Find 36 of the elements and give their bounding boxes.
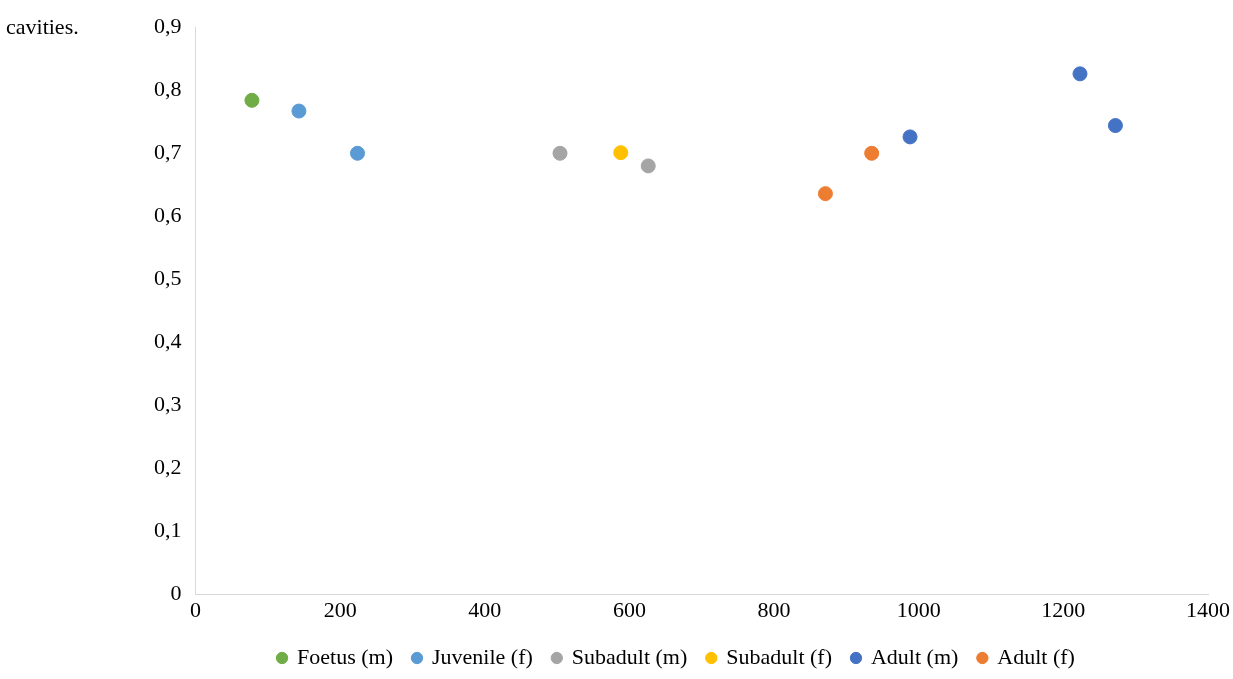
x-tick-label: 400 xyxy=(468,596,502,622)
point xyxy=(1072,66,1088,82)
legend-label: Adult (f) xyxy=(997,643,1075,669)
text: cavities. xyxy=(6,14,79,40)
x-tick-label: 200 xyxy=(323,596,357,622)
legend-label: Subadult (m) xyxy=(571,643,688,669)
point xyxy=(864,145,880,161)
point xyxy=(640,158,656,174)
point xyxy=(902,129,918,145)
y-tick-label: 0 xyxy=(170,580,182,606)
point xyxy=(244,92,260,108)
point xyxy=(350,145,365,161)
y-tick-label: 0,3 xyxy=(154,391,182,417)
x-tick-label: 1000 xyxy=(896,596,941,622)
y-tick-label: 0,2 xyxy=(154,454,182,480)
y-tick-label: 0,6 xyxy=(154,202,182,228)
point xyxy=(1107,118,1123,134)
legend-label: Adult (m) xyxy=(870,643,959,669)
legend-label: Subadult (f) xyxy=(726,643,832,669)
x-tick-label: 0 xyxy=(190,596,201,622)
y-tick-label: 0,4 xyxy=(154,328,182,354)
x-tick-label: 600 xyxy=(612,596,646,622)
y-tick-label: 0,9 xyxy=(154,12,182,38)
y-tick-label: 0,1 xyxy=(154,517,182,543)
x-tick-label: 1400 xyxy=(1186,596,1230,622)
point xyxy=(291,103,307,119)
x-tick-label: 1200 xyxy=(1041,596,1086,622)
x-tick-label: 800 xyxy=(757,596,791,622)
point xyxy=(552,145,568,161)
point xyxy=(817,186,833,202)
y-tick-label: 0,5 xyxy=(154,265,182,291)
y-tick-label: 0,8 xyxy=(154,76,182,102)
y-tick-label: 0,7 xyxy=(154,139,182,165)
legend-label: Juvenile (f) xyxy=(431,643,533,669)
legend-label: Foetus (m) xyxy=(297,643,394,669)
point xyxy=(613,145,629,161)
